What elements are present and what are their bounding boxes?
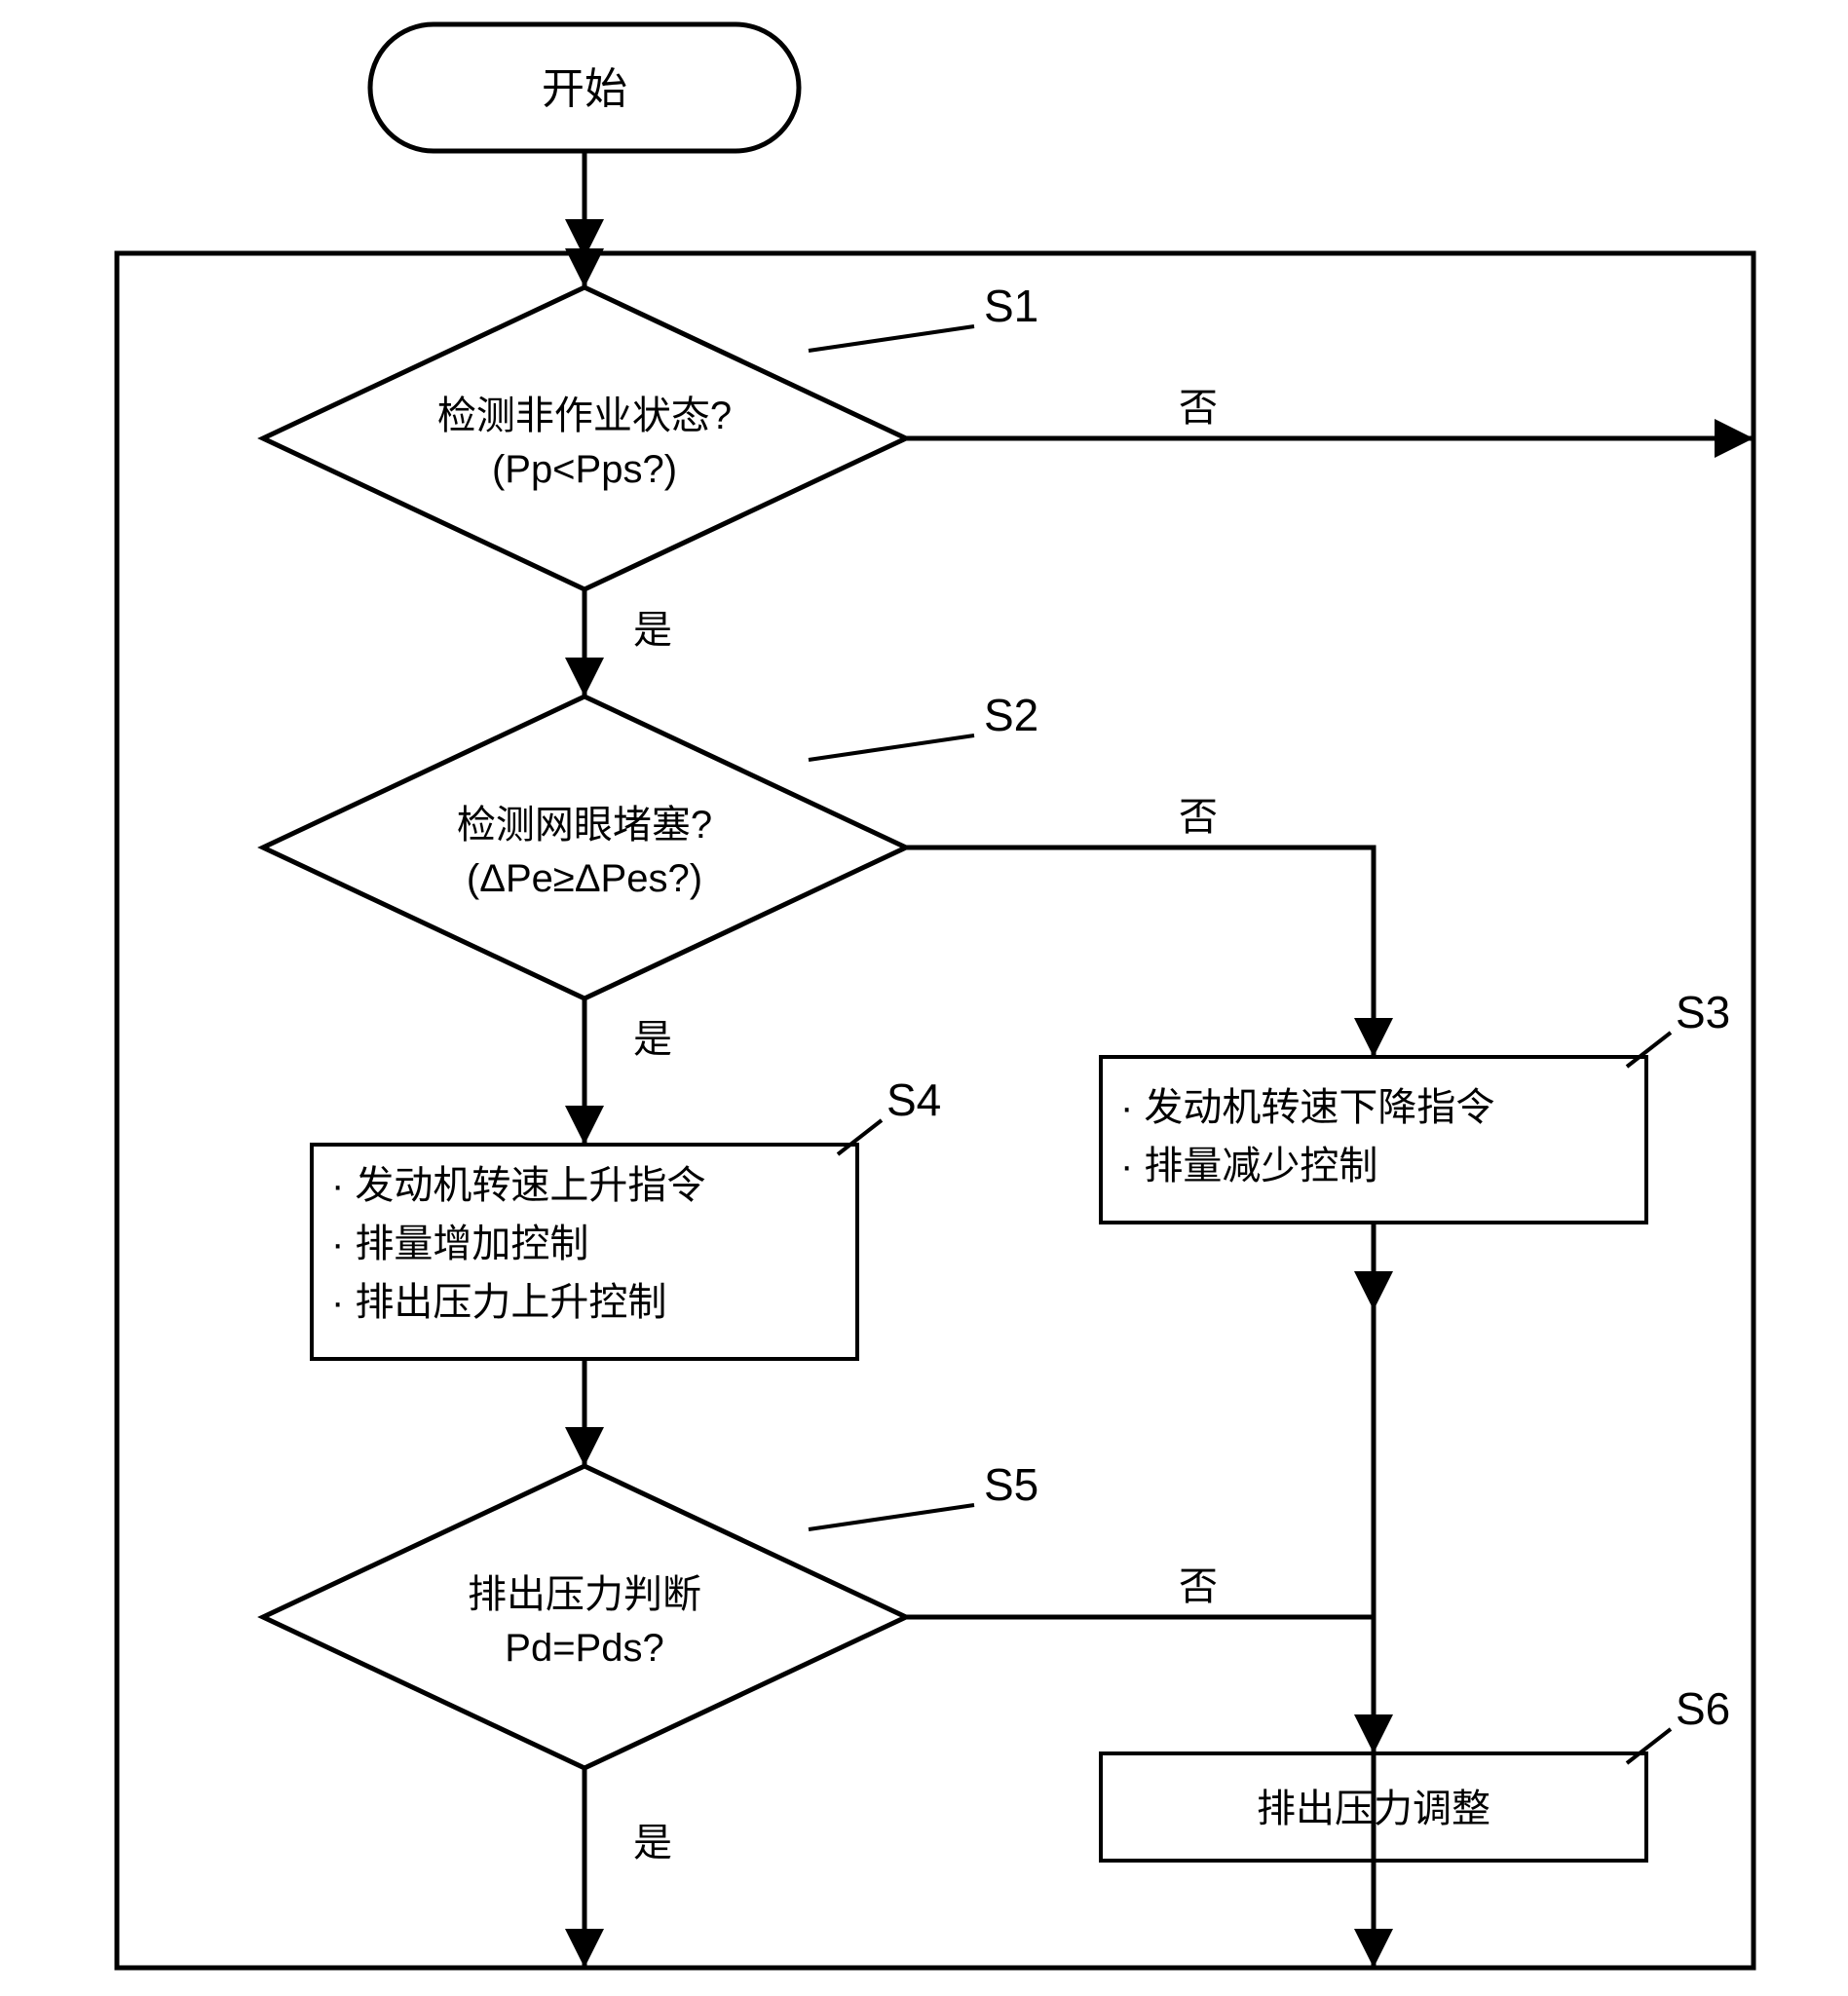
- s3-line1: · 发动机转速下降指令: [1120, 1086, 1494, 1129]
- start-label: 开始: [542, 65, 627, 113]
- s3-line2: · 排量减少控制: [1120, 1145, 1377, 1187]
- s2-label: S2: [984, 690, 1038, 740]
- s4-line2: · 排量增加控制: [331, 1223, 588, 1265]
- s1-label: S1: [984, 281, 1038, 331]
- s6-line1: 排出压力调整: [1257, 1788, 1490, 1830]
- s5-label: S5: [984, 1459, 1038, 1510]
- s4-line3: · 排出压力上升控制: [331, 1281, 666, 1324]
- s4-label: S4: [886, 1074, 941, 1125]
- s1-no: 否: [1179, 387, 1218, 430]
- s2-no: 否: [1179, 796, 1218, 839]
- s2-line2: (ΔPe≥ΔPes?): [467, 857, 702, 900]
- s5-no: 否: [1179, 1565, 1218, 1608]
- s5-yes: 是: [633, 1822, 672, 1864]
- s2-line1: 检测网眼堵塞?: [457, 804, 712, 847]
- s3-label: S3: [1676, 987, 1730, 1037]
- s1-yes: 是: [633, 609, 672, 652]
- s5-line1: 排出压力判断: [468, 1573, 701, 1616]
- s6-label: S6: [1676, 1683, 1730, 1734]
- s1-line2: (Pp<Pps?): [492, 448, 677, 491]
- s5-line2: Pd=Pds?: [505, 1627, 663, 1670]
- s1-line1: 检测非作业状态?: [437, 395, 732, 437]
- s2-yes: 是: [633, 1018, 672, 1061]
- s4-line1: · 发动机转速上升指令: [331, 1164, 705, 1207]
